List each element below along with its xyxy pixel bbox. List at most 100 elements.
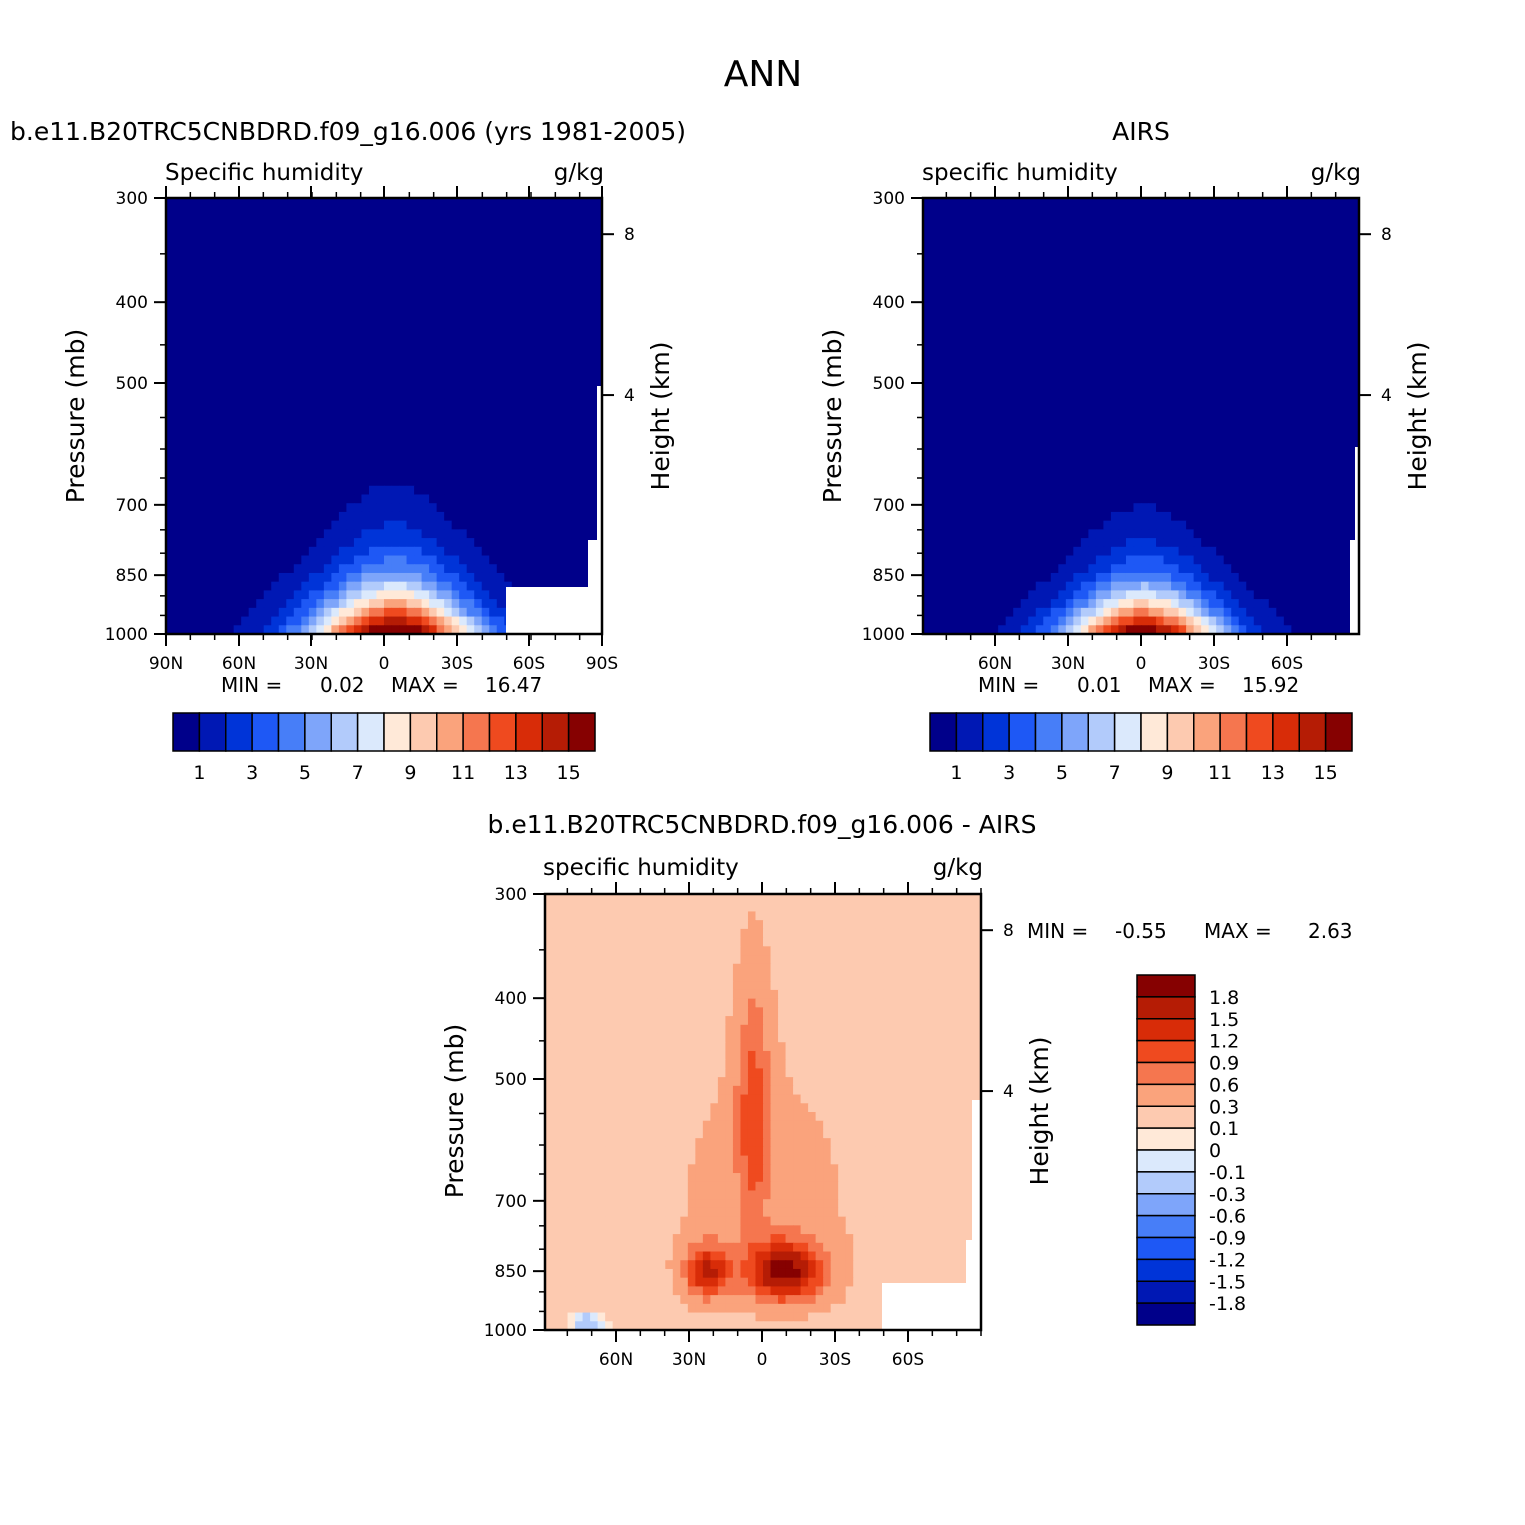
contour-cell — [1238, 354, 1247, 365]
contour-cell — [938, 276, 947, 286]
contour-cell — [166, 416, 175, 426]
contour-cell — [556, 485, 566, 496]
contour-cell — [481, 546, 490, 557]
contour-cell — [474, 616, 483, 626]
contour-cell — [263, 224, 272, 234]
contour-cell — [556, 285, 566, 295]
contour-cell — [1073, 363, 1082, 373]
contour-cell — [1283, 302, 1292, 312]
contour-cell — [1050, 416, 1059, 426]
contour-cell — [1201, 398, 1210, 408]
contour-cell — [1156, 477, 1165, 487]
contour-cell — [1088, 381, 1097, 391]
contour-cell — [1125, 346, 1135, 356]
contour-cell — [1080, 485, 1089, 496]
contour-cell — [1193, 468, 1202, 478]
contour-cell — [549, 328, 558, 339]
contour-cell — [1050, 372, 1059, 382]
contour-cell — [316, 581, 325, 591]
contour-cell — [444, 206, 453, 217]
contour-cell — [489, 520, 498, 530]
contour-cell — [549, 424, 558, 435]
contour-cell — [960, 442, 969, 452]
contour-cell — [218, 581, 227, 591]
contour-cell — [301, 206, 310, 217]
contour-cell — [564, 494, 573, 504]
contour-cell — [406, 215, 415, 225]
contour-cell — [256, 555, 265, 565]
contour-cell — [1058, 398, 1067, 408]
contour-cell — [1223, 468, 1232, 478]
contour-cell — [353, 450, 363, 461]
contour-cell — [421, 407, 430, 417]
contour-cell — [1291, 372, 1300, 382]
contour-cell — [1141, 267, 1150, 278]
contour-cell — [1238, 293, 1247, 304]
contour-cell — [1276, 346, 1285, 356]
contour-cell — [301, 520, 310, 530]
contour-cell — [1298, 224, 1307, 234]
contour-cell — [923, 450, 932, 461]
contour-cell — [233, 311, 242, 321]
contour-cell — [376, 450, 385, 461]
contour-cell — [293, 241, 302, 251]
contour-cell — [406, 389, 415, 400]
contour-cell — [1141, 363, 1150, 373]
contour-cell — [256, 346, 265, 356]
contour-cell — [218, 572, 227, 583]
contour-cell — [1050, 206, 1059, 217]
contour-cell — [166, 546, 175, 557]
contour-cell — [549, 198, 558, 208]
contour-cell — [293, 346, 302, 356]
contour-cell — [1103, 442, 1112, 452]
contour-cell — [226, 372, 235, 382]
contour-cell — [1035, 424, 1044, 435]
contour-cell — [1336, 198, 1345, 208]
contour-cell — [511, 485, 520, 496]
contour-cell — [338, 259, 348, 269]
contour-cell — [1171, 416, 1180, 426]
contour-cell — [323, 538, 332, 548]
contour-cell — [481, 232, 490, 243]
contour-cell — [196, 450, 205, 461]
contour-cell — [1035, 241, 1044, 251]
contour-cell — [278, 381, 287, 391]
contour-cell — [1208, 389, 1217, 400]
contour-cell — [421, 546, 430, 557]
contour-cell — [293, 407, 302, 417]
contour-cell — [1238, 407, 1247, 417]
contour-cell — [173, 477, 182, 487]
contour-cell — [286, 520, 295, 530]
contour-cell — [1336, 259, 1345, 269]
contour-cell — [218, 450, 227, 461]
contour-cell — [286, 328, 295, 339]
contour-cell — [188, 529, 197, 539]
contour-cell — [556, 372, 566, 382]
contour-cell — [541, 546, 550, 557]
contour-cell — [594, 259, 603, 269]
contour-cell — [556, 564, 566, 574]
contour-cell — [923, 407, 932, 417]
contour-cell — [1343, 320, 1353, 330]
contour-cell — [166, 224, 175, 234]
contour-cell — [361, 241, 370, 251]
contour-cell — [301, 450, 310, 461]
contour-cell — [399, 372, 408, 382]
contour-cell — [474, 250, 483, 260]
contour-cell — [938, 477, 947, 487]
contour-cell — [414, 590, 423, 600]
contour-cell — [399, 477, 408, 487]
contour-cell — [1306, 424, 1315, 435]
contour-cell — [1080, 224, 1089, 234]
contour-cell — [181, 311, 190, 321]
contour-cell — [376, 372, 385, 382]
contour-cell — [368, 625, 378, 635]
contour-cell — [1171, 250, 1180, 260]
contour-cell — [211, 311, 220, 321]
contour-cell — [203, 424, 212, 435]
contour-cell — [421, 450, 430, 461]
contour-cell — [1253, 285, 1262, 295]
contour-cell — [1133, 416, 1142, 426]
contour-cell — [1321, 363, 1330, 373]
contour-cell — [960, 363, 969, 373]
